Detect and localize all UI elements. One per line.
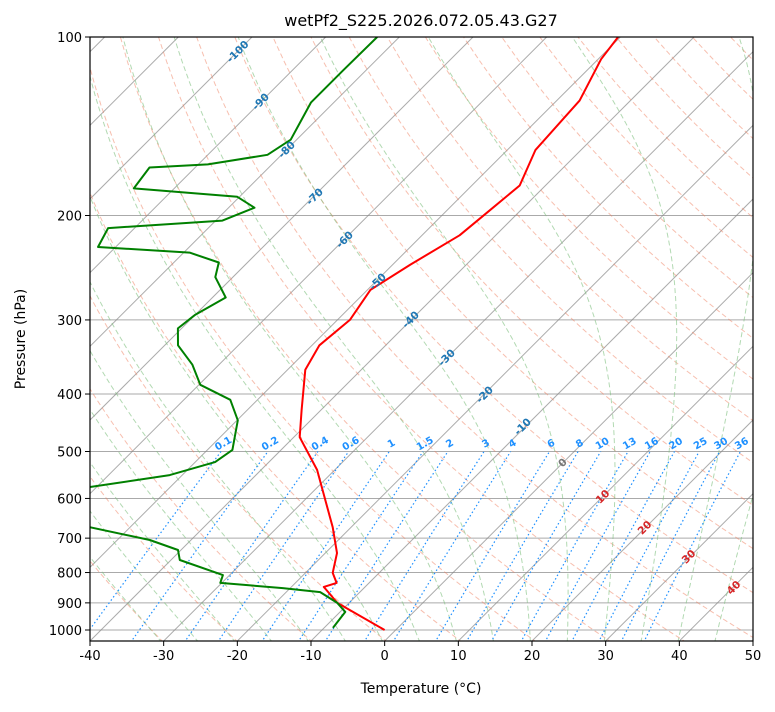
moist-adiabat-line — [0, 37, 309, 643]
mixing-ratio-label: 4 — [507, 438, 519, 451]
chart-title: wetPf2_S225.2026.072.05.43.G27 — [284, 11, 558, 31]
x-tick-label: -40 — [79, 649, 100, 664]
mixing-ratio-label: 10 — [594, 436, 612, 453]
x-axis-label: Temperature (°C) — [360, 681, 482, 697]
x-tick-label: 30 — [597, 649, 614, 664]
isotherm-label: 40 — [725, 579, 744, 598]
mixing-ratio-label: 20 — [667, 436, 685, 453]
isotherm-line — [0, 37, 473, 643]
mixing-ratio-label: 13 — [621, 436, 639, 453]
x-tick-label: 0 — [381, 649, 389, 664]
y-tick-label: 100 — [57, 31, 82, 46]
y-tick-label: 700 — [57, 532, 82, 547]
isotherm-label: -10 — [512, 416, 534, 438]
mixing-ratio-line — [571, 452, 674, 643]
x-tick-label: -10 — [300, 649, 321, 664]
isotherm-line — [0, 37, 252, 643]
isotherm-label: -20 — [474, 384, 496, 406]
y-tick-label: 200 — [57, 210, 82, 225]
mixing-ratio-line — [466, 452, 578, 643]
moist-adiabat-line — [0, 37, 236, 643]
isotherm-line — [15, 37, 621, 643]
mixing-ratio-line — [217, 452, 348, 643]
y-axis-label: Pressure (hPa) — [13, 289, 29, 389]
dry-adiabat-line — [6, 37, 388, 643]
moist-adiabat-line — [0, 37, 273, 643]
dry-adiabat-line — [82, 37, 537, 643]
isotherm-label: -60 — [334, 229, 356, 251]
dry-adiabat-line — [349, 37, 775, 643]
x-tick-label: 40 — [671, 649, 688, 664]
isotherm-line — [457, 37, 775, 643]
dry-adiabat-line — [654, 37, 775, 643]
mixing-ratio-line — [521, 452, 629, 643]
mixing-ratio-line — [621, 452, 720, 643]
isotherm-label: -70 — [304, 186, 326, 208]
y-tick-label: 900 — [57, 597, 82, 612]
y-tick-label: 1000 — [49, 624, 82, 639]
mixing-ratio-label: 8 — [574, 438, 586, 451]
dry-adiabat-line — [0, 37, 313, 643]
dry-adiabat-line — [769, 37, 775, 643]
y-tick-label: 300 — [57, 314, 82, 329]
y-tick-label: 400 — [57, 388, 82, 403]
y-tick-label: 500 — [57, 445, 82, 460]
mixing-ratio-label: 6 — [546, 438, 558, 451]
isotherm-line — [383, 37, 775, 643]
mixing-ratio-label: 0.6 — [341, 435, 362, 453]
dry-adiabat-line — [464, 37, 775, 643]
mixing-ratio-label: 2 — [444, 438, 456, 451]
mixing-ratio-label: 25 — [692, 436, 710, 453]
x-tick-label: -30 — [153, 649, 174, 664]
x-tick-label: 10 — [450, 649, 467, 664]
isotherm-line — [751, 37, 775, 643]
y-tick-label: 600 — [57, 492, 82, 507]
x-tick-label: 20 — [524, 649, 541, 664]
mixing-ratio-label: 36 — [733, 436, 751, 453]
dry-adiabat-line — [692, 37, 775, 643]
moist-adiabat-line — [0, 37, 199, 643]
mixing-ratio-label: 3 — [480, 438, 492, 451]
moist-adiabat-line — [715, 37, 775, 643]
temperature-profile-line — [300, 37, 618, 630]
isotherm-line — [0, 37, 399, 643]
moist-adiabat-line — [572, 37, 676, 643]
mixing-ratio-label: 30 — [712, 436, 730, 453]
mixing-ratio-line — [364, 452, 484, 643]
dry-adiabat-line — [387, 37, 775, 643]
dry-adiabat-line — [273, 37, 775, 643]
isotherm-line — [0, 37, 326, 643]
mixing-ratio-label: 16 — [643, 436, 661, 453]
x-tick-label: 50 — [745, 649, 762, 664]
mixing-ratio-label: 1.5 — [415, 435, 436, 453]
y-tick-label: 800 — [57, 567, 82, 582]
moist-adiabat-line — [123, 37, 457, 643]
mixing-ratio-label: 0.4 — [310, 435, 331, 453]
mixing-ratio-label: 1 — [386, 438, 398, 451]
isotherm-line — [236, 37, 775, 643]
mixing-ratio-line — [435, 452, 550, 643]
x-tick-label: -20 — [227, 649, 248, 664]
dry-adiabat-line — [311, 37, 775, 643]
dry-adiabat-line — [0, 37, 238, 643]
mixing-ratio-label: 0.2 — [260, 435, 281, 453]
mixing-ratio-line — [80, 452, 221, 643]
